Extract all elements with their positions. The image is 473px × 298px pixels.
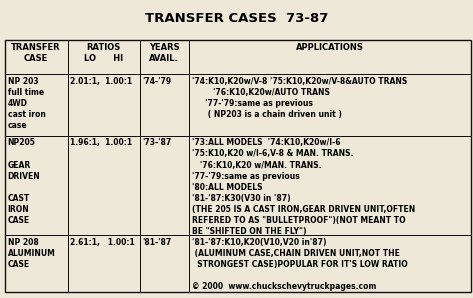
Bar [68, 136, 140, 235]
Bar [140, 136, 189, 235]
Bar [140, 40, 189, 74]
Text: '74:K10,K20w/V-8 '75:K10,K20w/V-8&AUTO TRANS
        '76:K10,K20w/AUTO TRANS
   : '74:K10,K20w/V-8 '75:K10,K20w/V-8&AUTO T… [192, 77, 407, 119]
Bar [68, 235, 140, 292]
Bar [140, 235, 189, 292]
Bar [189, 40, 471, 74]
Bar [68, 40, 140, 74]
Text: NP 208
ALUMINUM
CASE: NP 208 ALUMINUM CASE [8, 238, 55, 269]
Text: '81-'87: '81-'87 [143, 238, 172, 247]
Text: TRANSFER
CASE: TRANSFER CASE [11, 43, 61, 63]
Text: NP 203
full time
4WD
cast iron
case: NP 203 full time 4WD cast iron case [8, 77, 45, 130]
Bar [5, 136, 68, 235]
Bar [5, 40, 471, 292]
Bar [189, 136, 471, 235]
Text: 1.96:1,  1.00:1: 1.96:1, 1.00:1 [70, 138, 132, 147]
Bar [68, 74, 140, 136]
Bar [5, 40, 68, 74]
Text: '73:ALL MODELS  '74:K10,K20w/I-6
'75:K10,K20 w/I-6,V-8 & MAN. TRANS.
   '76:K10,: '73:ALL MODELS '74:K10,K20w/I-6 '75:K10,… [192, 138, 415, 236]
Text: '74-'79: '74-'79 [143, 77, 172, 86]
Text: TRANSFER CASES  73-87: TRANSFER CASES 73-87 [145, 12, 328, 25]
Text: 2.61:1,   1.00:1: 2.61:1, 1.00:1 [70, 238, 135, 247]
Text: NP205

GEAR
DRIVEN

CAST
IRON
CASE: NP205 GEAR DRIVEN CAST IRON CASE [8, 138, 40, 225]
Text: YEARS
AVAIL.: YEARS AVAIL. [149, 43, 180, 63]
Text: '73-'87: '73-'87 [143, 138, 172, 147]
Bar [189, 74, 471, 136]
Text: '81-'87:K10,K20(V10,V20 in'87)
 (ALUMINUM CASE,CHAIN DRIVEN UNIT,NOT THE
  STRON: '81-'87:K10,K20(V10,V20 in'87) (ALUMINUM… [192, 238, 407, 291]
Bar [189, 235, 471, 292]
Text: 2.01:1,  1.00:1: 2.01:1, 1.00:1 [70, 77, 132, 86]
Bar [5, 235, 68, 292]
Bar [140, 74, 189, 136]
Text: APPLICATIONS: APPLICATIONS [296, 43, 364, 52]
Bar [5, 74, 68, 136]
Text: RATIOS
LO      HI: RATIOS LO HI [84, 43, 123, 63]
